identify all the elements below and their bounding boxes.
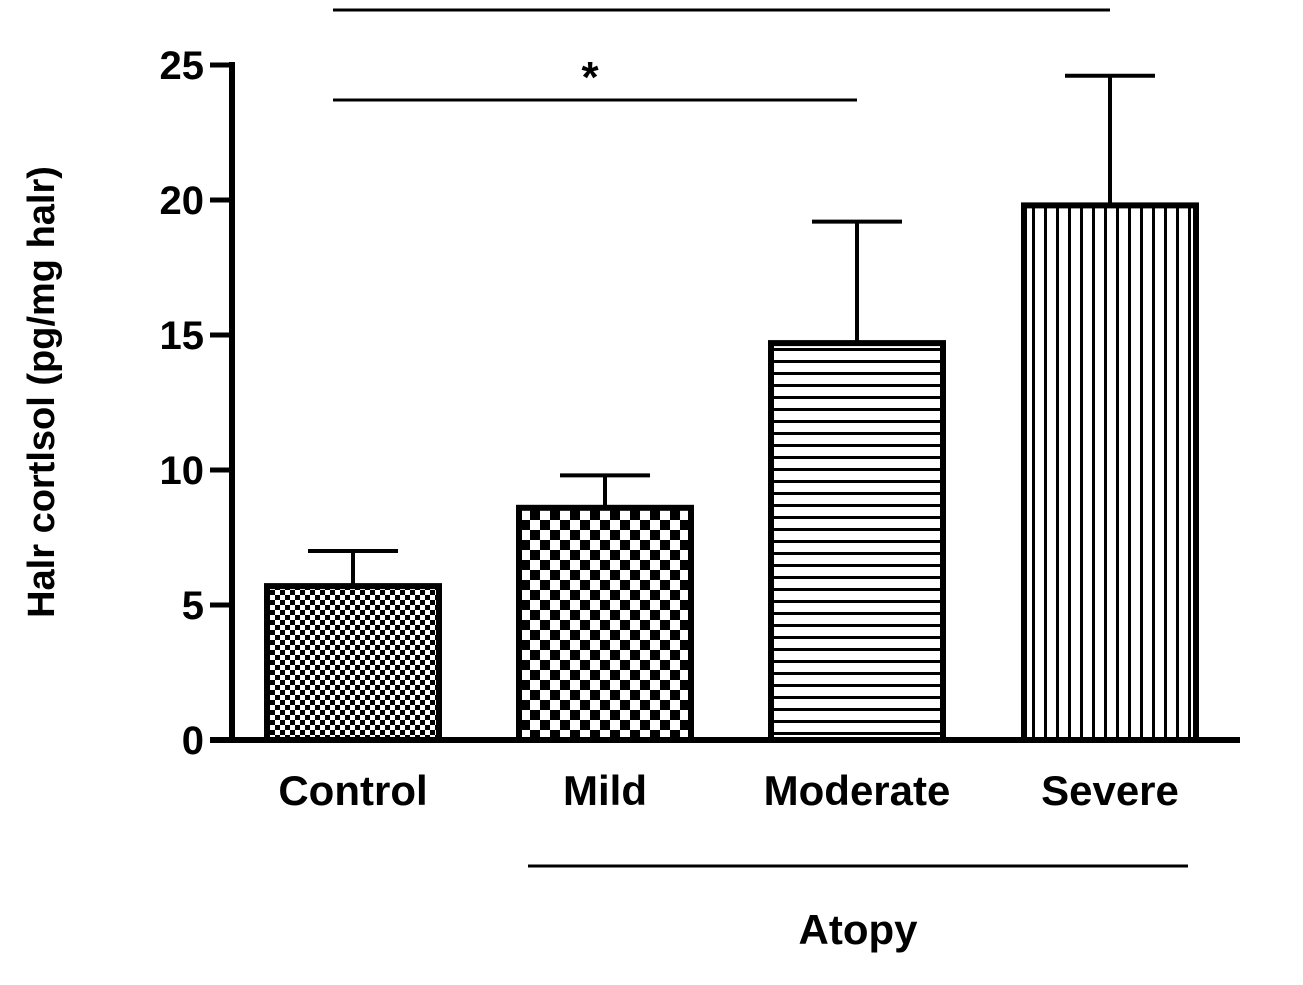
y-tick-label-15: 15 — [160, 314, 205, 358]
x-tick-label-moderate: Moderate — [764, 767, 951, 814]
bars — [264, 202, 1199, 743]
significance-marker-1: * — [581, 53, 599, 102]
bar-mild — [516, 504, 694, 743]
x-tick-label-mild: Mild — [563, 767, 647, 814]
y-tick-label-25: 25 — [160, 44, 205, 88]
y-tick-label-20: 20 — [160, 179, 205, 223]
significance-brackets: * — [333, 8, 1110, 102]
error-bars — [308, 73, 1155, 587]
bar-severe — [1021, 202, 1199, 743]
x-tick-label-severe: Severe — [1041, 767, 1179, 814]
bar-control — [264, 583, 442, 743]
y-axis-label: Halr cortlsol (pg/mg halr) — [21, 166, 63, 618]
group-label: Atopy — [799, 906, 919, 953]
labels: Control Mild Moderate Severe 0 5 10 15 20 25 Atopy — [160, 44, 1188, 953]
axes — [210, 62, 1240, 743]
y-tick-label-0: 0 — [182, 719, 204, 763]
x-tick-label-control: Control — [278, 767, 427, 814]
bar-moderate — [768, 340, 946, 743]
y-tick-label-10: 10 — [160, 449, 205, 493]
y-tick-label-5: 5 — [182, 584, 204, 628]
